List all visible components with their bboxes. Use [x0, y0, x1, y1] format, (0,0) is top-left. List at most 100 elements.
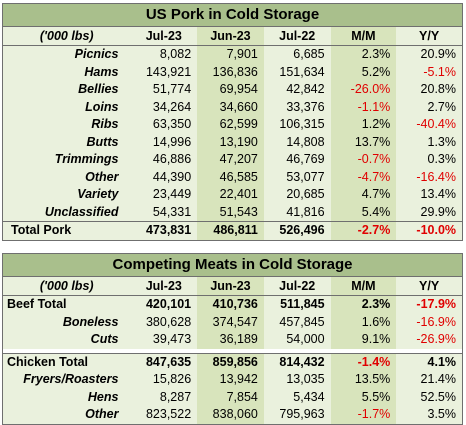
row-label: Unclassified [3, 203, 131, 221]
cell-jul22: 106,315 [263, 116, 331, 134]
meats-rows: Beef Total 420,101 410,736 511,845 2.3% -17.9… [3, 296, 463, 424]
cell-jul22: 151,634 [263, 63, 331, 81]
group-total-row: Chicken Total 847,635 859,856 814,432 -1.4% 4… [3, 353, 463, 371]
cell-jun23: 69,954 [197, 81, 264, 99]
cell-jul23: 847,635 [130, 353, 198, 371]
cell-yy: 52.5% [396, 388, 462, 406]
cell-mm: -1.7% [330, 406, 397, 424]
header-jul23: Jul-23 [130, 277, 198, 295]
cell-mm: 5.2% [330, 63, 397, 81]
row-label: Fryers/Roasters [3, 371, 131, 389]
table-row: Other 44,390 46,585 53,077 -4.7% -16.4% [3, 168, 462, 186]
header-yy: Y/Y [396, 277, 462, 295]
total-row: Total Pork 473,831 486,811 526,496 -2.7%… [3, 221, 463, 240]
cell-jul23: 8,082 [130, 46, 198, 64]
cell-yy: 13.4% [396, 186, 462, 204]
cell-jul23: 143,921 [130, 63, 198, 81]
row-label: Variety [3, 186, 131, 204]
row-label: Other [3, 168, 131, 186]
cell-jun23: 13,942 [197, 371, 264, 389]
cell-yy: 1.3% [396, 133, 462, 151]
table-row: Hams 143,921 136,836 151,634 5.2% -5.1% [3, 63, 462, 81]
cell-jun23: 838,060 [197, 406, 264, 424]
cell-jul22: 42,842 [263, 81, 331, 99]
header-mm: M/M [330, 277, 397, 295]
cell-jul23: 51,774 [130, 81, 198, 99]
cell-jul22: 511,845 [263, 296, 331, 314]
cell-jul23: 14,996 [130, 133, 198, 151]
row-label: Loins [3, 98, 131, 116]
cell-mm: -26.0% [330, 81, 397, 99]
table-row: Bellies 51,774 69,954 42,842 -26.0% 20.8% [3, 81, 462, 99]
cell-jul23: 8,287 [130, 388, 198, 406]
row-label: Cuts [3, 331, 131, 349]
table-row: Loins 34,264 34,660 33,376 -1.1% 2.7% [3, 98, 462, 116]
cell-jul22: 41,816 [263, 203, 331, 221]
cell-jul23: 63,350 [130, 116, 198, 134]
cell-mm: 4.7% [330, 186, 397, 204]
header-yy: Y/Y [396, 27, 462, 45]
cell-mm: 5.4% [330, 203, 397, 221]
header-jun23: Jun-23 [197, 277, 264, 295]
cell-jul22: 814,432 [263, 353, 331, 371]
cell-yy: -16.9% [396, 313, 462, 331]
header-jun23: Jun-23 [197, 27, 264, 45]
table-row: Cuts 39,473 36,189 54,000 9.1% -26.9% [3, 331, 462, 349]
row-label: Total Pork [3, 222, 131, 240]
cell-mm: 9.1% [330, 331, 397, 349]
row-label: Butts [3, 133, 131, 151]
cell-jul23: 23,449 [130, 186, 198, 204]
cell-jun23: 46,585 [197, 168, 264, 186]
cell-mm: 13.5% [330, 371, 397, 389]
cell-yy: -40.4% [396, 116, 462, 134]
cell-jun23: 22,401 [197, 186, 264, 204]
cell-jul22: 6,685 [263, 46, 331, 64]
cell-jul22: 13,035 [263, 371, 331, 389]
cell-yy: 21.4% [396, 371, 462, 389]
cell-jun23: 7,854 [197, 388, 264, 406]
cell-mm: -1.4% [330, 353, 397, 371]
cell-mm: -4.7% [330, 168, 397, 186]
cell-yy: -16.4% [396, 168, 462, 186]
cell-jul23: 46,886 [130, 151, 198, 169]
row-label: Trimmings [3, 151, 131, 169]
cell-yy: 4.1% [396, 353, 463, 371]
pork-rows: Picnics 8,082 7,901 6,685 2.3% 20.9% Hams 143,9… [3, 46, 462, 221]
table-row: Butts 14,996 13,190 14,808 13.7% 1.3% [3, 133, 462, 151]
cell-jun23: 136,836 [197, 63, 264, 81]
cell-mm: -0.7% [330, 151, 397, 169]
cell-jul23: 34,264 [130, 98, 198, 116]
header-jul23: Jul-23 [130, 27, 198, 45]
cell-jun23: 51,543 [197, 203, 264, 221]
row-label: Other [3, 406, 131, 424]
table-row: Variety 23,449 22,401 20,685 4.7% 13.4% [3, 186, 462, 204]
row-label: Ribs [3, 116, 131, 134]
cell-yy: 29.9% [396, 203, 462, 221]
table-title: US Pork in Cold Storage [3, 4, 462, 27]
cell-jul22: 14,808 [263, 133, 331, 151]
header-jul22: Jul-22 [263, 277, 331, 295]
cell-jun23: 47,207 [197, 151, 264, 169]
cell-mm: 2.3% [330, 296, 397, 314]
header-jul22: Jul-22 [263, 27, 331, 45]
header-units: ('000 lbs) [3, 27, 131, 45]
header-row: ('000 lbs) Jul-23 Jun-23 Jul-22 M/M Y/Y [3, 27, 462, 46]
cell-jun23: 486,811 [197, 222, 264, 240]
header-mm: M/M [330, 27, 397, 45]
table-row: Ribs 63,350 62,599 106,315 1.2% -40.4% [3, 116, 462, 134]
cell-jun23: 62,599 [197, 116, 264, 134]
cell-jul23: 420,101 [130, 296, 198, 314]
table-row: Other 823,522 838,060 795,963 -1.7% 3.5% [3, 406, 462, 424]
row-label: Bellies [3, 81, 131, 99]
row-label: Chicken Total [3, 353, 131, 371]
cell-yy: 20.9% [396, 46, 462, 64]
cell-yy: -26.9% [396, 331, 462, 349]
group-total-row: Beef Total 420,101 410,736 511,845 2.3% -17.9… [3, 296, 463, 314]
table-title: Competing Meats in Cold Storage [3, 254, 462, 277]
cell-yy: -5.1% [396, 63, 462, 81]
cell-jul23: 54,331 [130, 203, 198, 221]
header-units: ('000 lbs) [3, 277, 131, 295]
cell-jul22: 526,496 [263, 222, 331, 240]
cell-jul23: 15,826 [130, 371, 198, 389]
header-row: ('000 lbs) Jul-23 Jun-23 Jul-22 M/M Y/Y [3, 277, 462, 296]
